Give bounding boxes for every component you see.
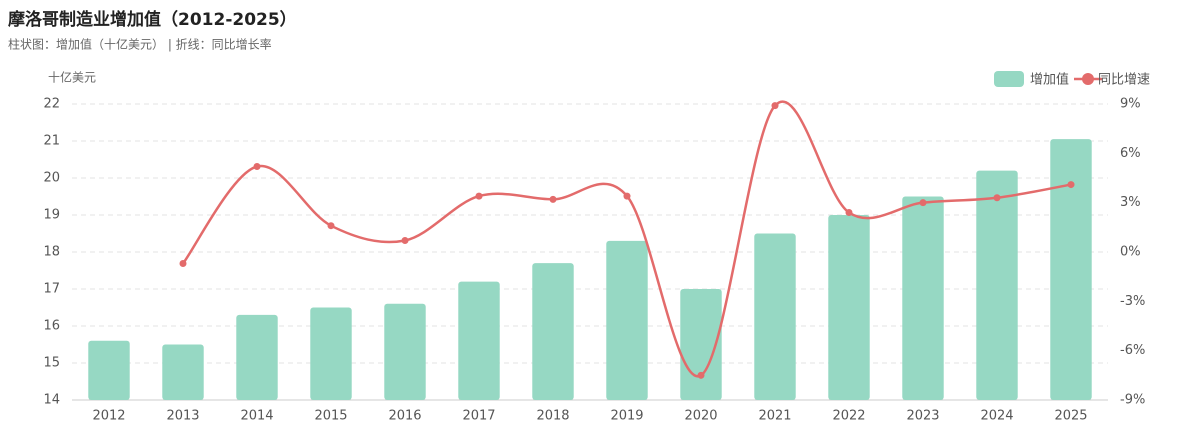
bar bbox=[902, 196, 944, 400]
y-tick-label: 15 bbox=[43, 356, 60, 371]
bar bbox=[754, 233, 796, 400]
y2-tick-label: 9% bbox=[1120, 97, 1141, 112]
y-tick-label: 18 bbox=[43, 245, 60, 260]
y-tick-label: 17 bbox=[43, 282, 60, 297]
y-tick-label: 19 bbox=[43, 208, 60, 223]
x-tick-label: 2014 bbox=[240, 409, 273, 424]
x-tick-label: 2023 bbox=[906, 409, 939, 424]
y2-tick-label: 0% bbox=[1120, 245, 1141, 260]
line-point bbox=[549, 195, 557, 203]
x-tick-label: 2019 bbox=[610, 409, 643, 424]
x-tick-label: 2025 bbox=[1054, 409, 1087, 424]
bar bbox=[532, 263, 574, 400]
x-tick-label: 2022 bbox=[832, 409, 865, 424]
legend-swatch bbox=[1082, 73, 1094, 85]
bar bbox=[606, 240, 648, 400]
x-tick-label: 2021 bbox=[758, 409, 791, 424]
chart-subtitle: 柱状图：增加值（十亿美元） | 折线：同比增长率 bbox=[8, 37, 272, 52]
x-tick-label: 2017 bbox=[462, 409, 495, 424]
line-point bbox=[845, 209, 853, 217]
y-axis-label: 十亿美元 bbox=[48, 70, 96, 85]
y2-tick-label: -3% bbox=[1120, 294, 1145, 309]
line-point bbox=[1067, 181, 1075, 189]
bar bbox=[828, 215, 870, 400]
line-point bbox=[771, 102, 779, 110]
bar bbox=[384, 303, 426, 400]
bar bbox=[458, 281, 500, 400]
line-point bbox=[327, 222, 335, 230]
y-tick-label: 20 bbox=[43, 171, 60, 186]
chart-title: 摩洛哥制造业增加值（2012-2025） bbox=[8, 9, 297, 30]
legend-swatch bbox=[994, 71, 1024, 87]
x-tick-label: 2024 bbox=[980, 409, 1013, 424]
legend-label: 增加值 bbox=[1030, 72, 1069, 88]
y-tick-label: 16 bbox=[43, 319, 60, 334]
line-point bbox=[993, 194, 1001, 202]
y-tick-label: 14 bbox=[43, 393, 60, 408]
x-tick-label: 2015 bbox=[314, 409, 347, 424]
bar bbox=[236, 314, 278, 400]
bar bbox=[310, 307, 352, 400]
x-tick-label: 2018 bbox=[536, 409, 569, 424]
y2-tick-label: -6% bbox=[1120, 343, 1145, 358]
bar bbox=[1050, 139, 1092, 400]
line-point bbox=[623, 192, 631, 200]
line-point bbox=[475, 192, 483, 200]
x-tick-label: 2016 bbox=[388, 409, 421, 424]
line-point bbox=[697, 371, 705, 379]
y-tick-label: 21 bbox=[43, 134, 60, 149]
y2-tick-label: -9% bbox=[1120, 393, 1145, 408]
line-point bbox=[919, 199, 927, 207]
line-point bbox=[401, 236, 409, 244]
x-tick-label: 2012 bbox=[92, 409, 125, 424]
y-tick-label: 22 bbox=[43, 97, 60, 112]
bar bbox=[88, 340, 130, 400]
bar bbox=[976, 170, 1018, 400]
line-point bbox=[179, 260, 187, 268]
legend-label: 同比增速 bbox=[1098, 73, 1150, 88]
line-point bbox=[253, 162, 261, 170]
bar bbox=[162, 344, 204, 400]
y2-tick-label: 3% bbox=[1120, 195, 1141, 210]
x-tick-label: 2020 bbox=[684, 409, 717, 424]
y2-tick-label: 6% bbox=[1120, 146, 1141, 161]
x-tick-label: 2013 bbox=[166, 409, 199, 424]
